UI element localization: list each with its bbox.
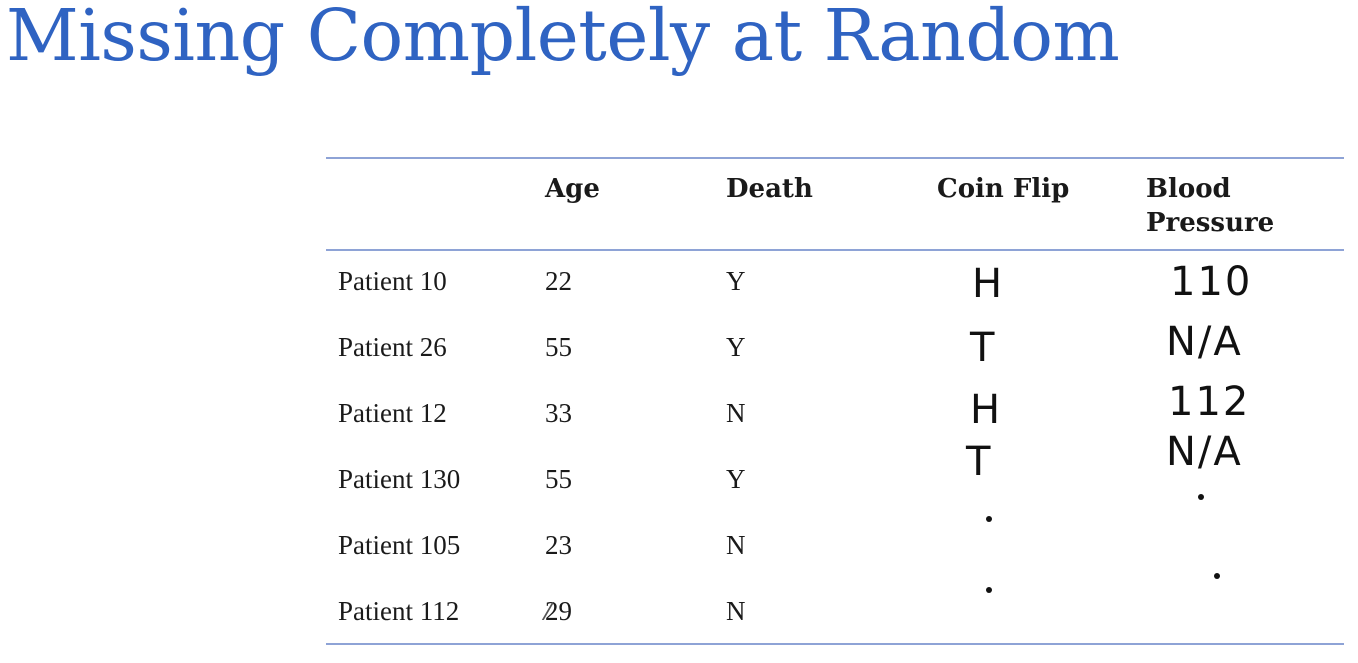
table-header-rule: [326, 249, 1344, 251]
age-overwritten-digit: 29: [541, 596, 572, 626]
ellipsis-dot: [1198, 494, 1204, 500]
header-blood-pressure: Blood Pressure: [1146, 172, 1274, 240]
cell-death: Y: [726, 266, 746, 296]
header-age: Age: [545, 174, 600, 204]
header-coin-flip: Coin Flip: [937, 174, 1070, 204]
cell-age: 33: [545, 398, 572, 428]
cell-coin-flip: T: [966, 439, 993, 485]
cell-blood-pressure: 110: [1170, 259, 1253, 305]
cell-patient: Patient 26: [338, 332, 447, 362]
cell-age-value: 29: [545, 596, 572, 626]
cell-age: 23: [545, 530, 572, 560]
slide-title: Missing Completely at Random: [6, 0, 1120, 77]
cell-coin-flip: H: [970, 387, 1003, 433]
cell-death: N: [726, 596, 746, 626]
ellipsis-dot: [1214, 573, 1220, 579]
cell-age: 22: [545, 266, 572, 296]
cell-blood-pressure: 112: [1168, 379, 1251, 425]
header-blood-pressure-line1: Blood: [1146, 174, 1231, 204]
table-top-rule: [326, 157, 1344, 159]
cell-blood-pressure: N/A: [1166, 319, 1243, 365]
cell-patient: Patient 130: [338, 464, 461, 494]
cell-coin-flip: H: [972, 261, 1005, 307]
cell-patient: Patient 12: [338, 398, 447, 428]
cell-age: 29: [541, 596, 572, 626]
ellipsis-dot: [986, 516, 992, 522]
cell-coin-flip: T: [970, 325, 997, 371]
cell-death: N: [726, 398, 746, 428]
cell-death: N: [726, 530, 746, 560]
cell-patient: Patient 10: [338, 266, 447, 296]
header-blood-pressure-line2: Pressure: [1146, 208, 1275, 238]
cell-blood-pressure: N/A: [1166, 429, 1243, 475]
cell-patient: Patient 105: [338, 530, 461, 560]
cell-death: Y: [726, 332, 746, 362]
header-death: Death: [726, 174, 813, 204]
cell-age: 55: [545, 332, 572, 362]
cell-patient: Patient 112: [338, 596, 460, 626]
ellipsis-dot: [986, 587, 992, 593]
cell-age: 55: [545, 464, 572, 494]
cell-death: Y: [726, 464, 746, 494]
table-bottom-rule: [326, 643, 1344, 645]
